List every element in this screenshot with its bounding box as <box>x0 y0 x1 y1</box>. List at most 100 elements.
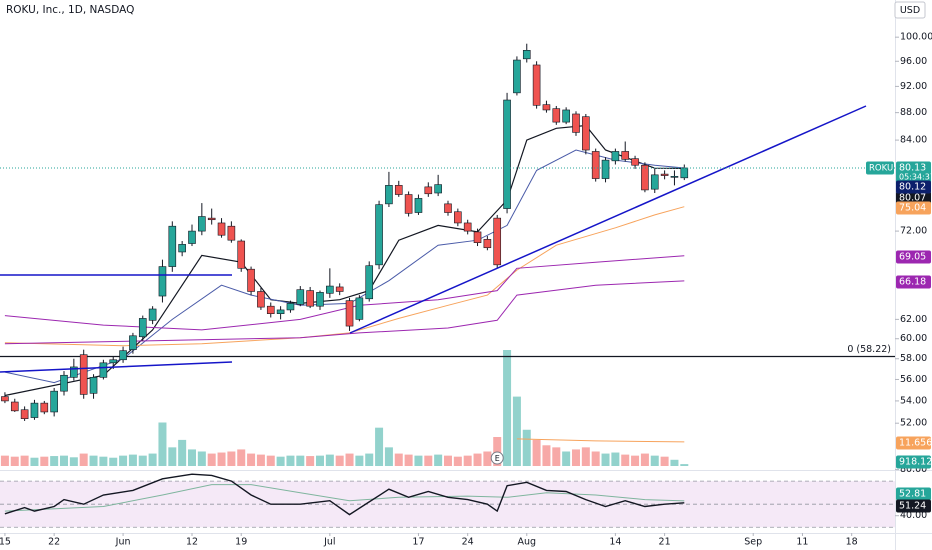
trend-line <box>349 105 867 334</box>
volume-bar <box>40 456 49 466</box>
candle-body <box>650 174 659 190</box>
candle-body <box>316 292 324 307</box>
indicator-value-box <box>896 275 931 289</box>
indicator-value: 69.05 <box>899 252 926 263</box>
candle-body <box>20 409 29 419</box>
indicator-value: 80.07 <box>899 193 926 204</box>
y-tick-label: 62.00 <box>900 314 927 325</box>
volume-bar <box>50 456 59 466</box>
volume-bar <box>306 456 315 466</box>
candle-body <box>394 185 403 195</box>
volume-bar <box>483 451 492 466</box>
candle-body <box>463 222 472 232</box>
volume-bar <box>680 464 689 466</box>
volume-bar <box>119 455 128 466</box>
candle-body <box>207 217 216 221</box>
x-tick-label: 24 <box>462 537 474 548</box>
y-tick-label: 40.00 <box>900 510 927 521</box>
candle-body <box>345 300 354 327</box>
volume-bar <box>178 439 187 466</box>
indicator-value: 80.12 <box>899 182 926 193</box>
volume-bar <box>266 455 275 466</box>
x-tick-label: 19 <box>235 537 247 548</box>
candle-body <box>503 99 511 209</box>
volume-bar <box>237 449 246 466</box>
y-tick-label: 80.00 <box>900 464 927 475</box>
volume-bar <box>542 445 551 466</box>
x-tick-label: 14 <box>609 537 621 548</box>
level-label: 0 (58.22) <box>847 344 891 355</box>
volume-bar <box>0 455 9 466</box>
volume-ma-value: 11.656M <box>899 438 932 449</box>
candle-body <box>562 109 570 123</box>
candle-body <box>257 291 265 308</box>
volume-bar <box>227 451 236 466</box>
volume-bar <box>89 455 98 466</box>
volume-bar <box>591 451 600 466</box>
candle-body <box>404 194 413 214</box>
volume-bar <box>256 454 265 466</box>
candle-body <box>276 309 285 314</box>
candle-body <box>375 204 383 266</box>
candle-body <box>326 285 334 294</box>
volume-bar <box>207 453 216 466</box>
volume-bar <box>69 457 78 466</box>
last-price: 80.13 <box>899 162 926 173</box>
candle-body <box>119 350 127 361</box>
volume-bar <box>611 452 620 466</box>
candle-body <box>227 225 236 241</box>
volume-bar <box>197 451 206 466</box>
currency-button[interactable] <box>894 1 926 19</box>
candle-body <box>158 266 167 297</box>
indicator-line <box>4 280 685 345</box>
volume-bar <box>532 439 541 466</box>
candle-body <box>680 167 689 179</box>
volume-bar <box>109 457 118 466</box>
x-tick-label: Aug <box>517 537 536 548</box>
volume-bar <box>640 453 649 466</box>
y-tick-label: 52.00 <box>900 418 927 429</box>
volume-bar <box>158 422 167 466</box>
volume-bar <box>601 453 610 466</box>
x-tick-label: 18 <box>846 537 858 548</box>
candle-body <box>237 240 246 269</box>
volume-bar <box>10 456 19 466</box>
drawings <box>0 105 867 373</box>
volume-bar <box>394 453 403 466</box>
rsi-value-box <box>896 499 931 513</box>
trend-line <box>0 361 233 373</box>
candle-body <box>641 164 649 191</box>
countdown: 05:34:37 <box>899 172 932 181</box>
candle-body <box>10 401 19 412</box>
candle-body <box>582 116 590 151</box>
last-price-box <box>896 161 931 184</box>
y-tick-label: 88.00 <box>900 107 927 118</box>
volume-bar <box>355 455 364 466</box>
candle-body <box>434 184 442 194</box>
y-tick-label: 84.00 <box>900 135 927 146</box>
currency[interactable]: USD <box>900 5 920 16</box>
candle-body <box>70 366 78 378</box>
volume-bar <box>59 455 68 466</box>
volume-value: 918.128K <box>899 457 932 468</box>
event-label: E <box>495 454 500 463</box>
candle-body <box>414 198 423 213</box>
indicator-line <box>4 255 685 331</box>
volume-bar <box>512 396 521 466</box>
volume-value-box <box>896 455 931 469</box>
candle-body <box>148 308 157 321</box>
volume-ma <box>516 438 685 443</box>
volume-bar <box>581 447 590 466</box>
y-tick-label: 58.00 <box>900 353 927 364</box>
chart-title: ROKU, Inc., 1D, NASDAQ <box>6 4 134 16</box>
candle-body <box>365 265 374 300</box>
volume-bar <box>453 456 462 466</box>
candle-body <box>552 108 561 123</box>
x-tick-label: 21 <box>659 537 671 548</box>
volume-bar <box>473 453 482 466</box>
x-tick-label: 12 <box>186 537 198 548</box>
volume-bar <box>522 429 531 466</box>
candle-body <box>138 318 147 338</box>
volume-bar <box>375 427 384 466</box>
